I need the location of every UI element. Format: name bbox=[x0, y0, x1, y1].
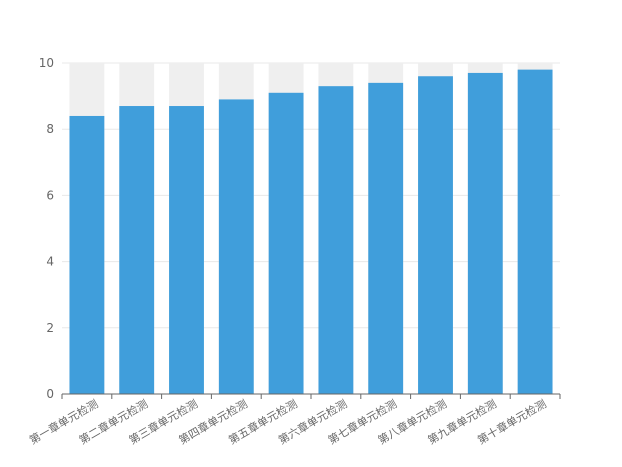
y-tick-label: 2 bbox=[46, 321, 54, 335]
bar-7 bbox=[368, 82, 404, 395]
bar-5 bbox=[268, 92, 304, 394]
bar-6 bbox=[318, 86, 354, 395]
bar-3 bbox=[169, 106, 204, 394]
bar-1 bbox=[69, 115, 105, 395]
y-tick-label: 0 bbox=[46, 387, 54, 401]
bar-4 bbox=[218, 99, 254, 394]
y-axis-tick-labels: 0 2 4 6 8 10 bbox=[39, 56, 54, 401]
x-axis-category-labels: 第一章单元检测第二章单元检测第三章单元检测第四章单元检测第五章单元检测第六章单元… bbox=[27, 396, 549, 447]
bar-10 bbox=[517, 69, 553, 395]
y-tick-label: 8 bbox=[46, 122, 54, 136]
y-tick-label: 10 bbox=[39, 56, 54, 70]
axes bbox=[61, 393, 561, 399]
bar-9 bbox=[467, 72, 503, 395]
bar-8 bbox=[418, 76, 453, 395]
bar-2 bbox=[119, 106, 155, 394]
bars bbox=[69, 69, 553, 395]
y-tick-label: 4 bbox=[46, 255, 54, 269]
y-tick-label: 6 bbox=[46, 188, 54, 202]
